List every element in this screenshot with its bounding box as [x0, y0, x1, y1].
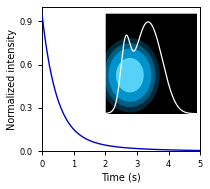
Y-axis label: Normalized intensity: Normalized intensity	[7, 29, 17, 130]
X-axis label: Time (s): Time (s)	[101, 172, 141, 182]
